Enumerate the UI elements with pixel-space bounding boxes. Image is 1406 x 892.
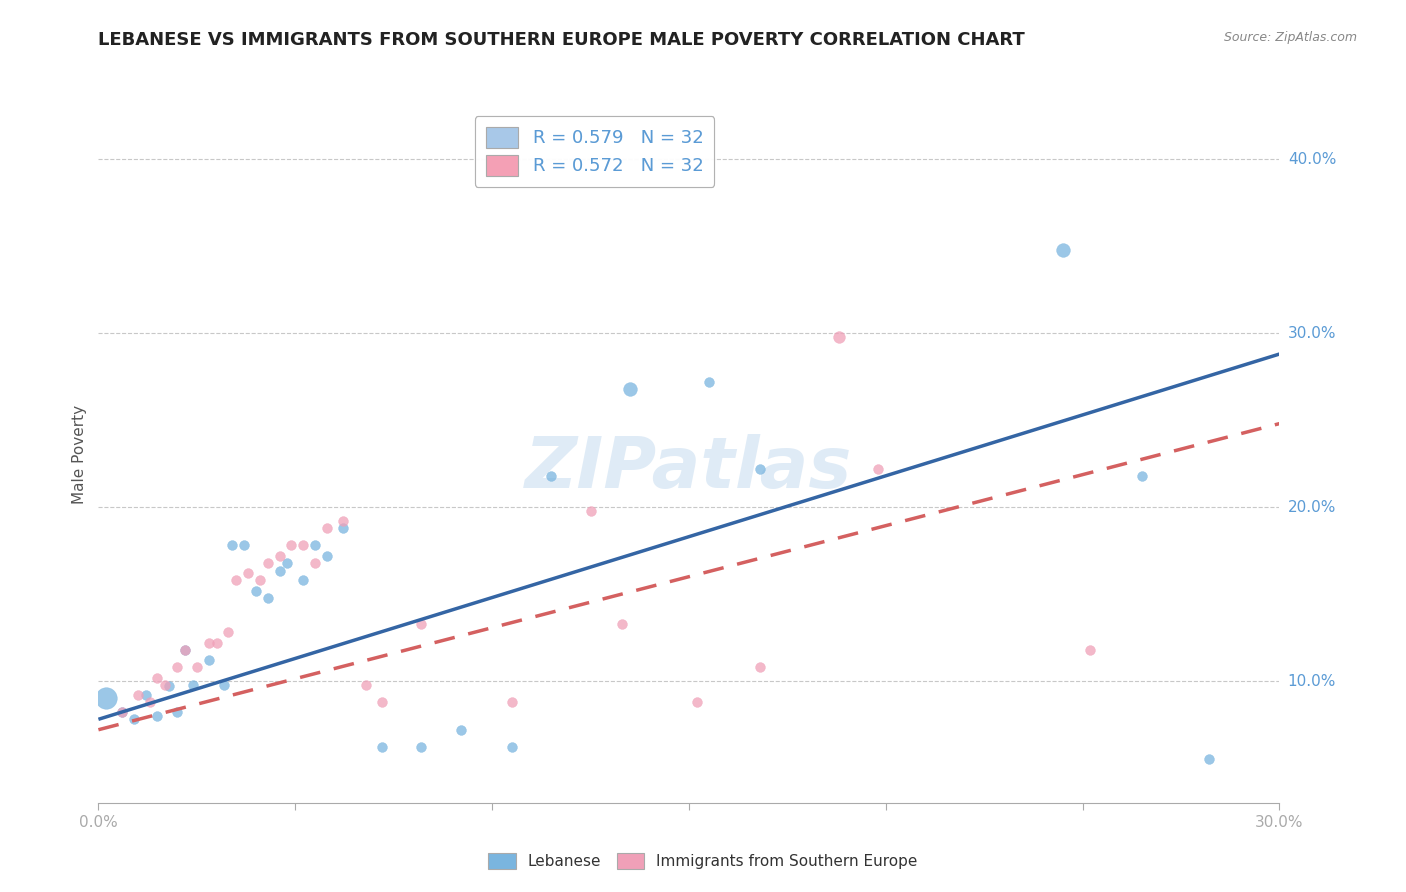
Text: 20.0%: 20.0% (1288, 500, 1336, 515)
Legend: Lebanese, Immigrants from Southern Europe: Lebanese, Immigrants from Southern Europ… (482, 847, 924, 875)
Point (501, 695, 523, 709)
Point (610, 616, 633, 631)
Point (1198, 752, 1220, 766)
Point (127, 688, 149, 702)
Point (146, 708, 169, 723)
Point (155, 677, 177, 691)
Point (540, 468, 562, 483)
Point (157, 679, 180, 693)
Y-axis label: Male Poverty: Male Poverty (72, 405, 87, 505)
Point (315, 521, 337, 535)
Point (315, 549, 337, 563)
Point (304, 556, 326, 570)
Point (411, 616, 433, 631)
Point (197, 636, 219, 650)
Point (249, 573, 271, 587)
Point (135, 688, 157, 702)
Point (111, 706, 134, 720)
Point (371, 740, 394, 755)
Point (225, 573, 247, 587)
Point (1080, 642, 1102, 657)
Point (96, 691, 118, 706)
Point (221, 538, 243, 552)
Point (174, 642, 197, 657)
Point (217, 625, 239, 640)
Point (280, 538, 302, 552)
Point (233, 538, 256, 552)
Point (111, 706, 134, 720)
Point (450, 723, 472, 737)
Point (1130, 468, 1153, 483)
Point (146, 671, 169, 685)
Point (332, 521, 354, 535)
Point (748, 462, 770, 476)
Text: 40.0%: 40.0% (1288, 152, 1336, 167)
Point (236, 566, 259, 581)
Point (371, 695, 394, 709)
Point (138, 695, 160, 709)
Point (181, 677, 204, 691)
Point (866, 462, 889, 476)
Text: LEBANESE VS IMMIGRANTS FROM SOUTHERN EUROPE MALE POVERTY CORRELATION CHART: LEBANESE VS IMMIGRANTS FROM SOUTHERN EUR… (98, 31, 1025, 49)
Point (166, 706, 188, 720)
Text: ZIPatlas: ZIPatlas (526, 434, 852, 503)
Point (186, 660, 208, 674)
Point (1052, 243, 1074, 257)
Point (332, 514, 354, 528)
Text: 10.0%: 10.0% (1288, 673, 1336, 689)
Point (197, 653, 219, 667)
Point (256, 591, 278, 605)
Point (748, 660, 770, 674)
Legend: R = 0.579   N = 32, R = 0.572   N = 32: R = 0.579 N = 32, R = 0.572 N = 32 (475, 116, 714, 186)
Point (256, 556, 278, 570)
Point (619, 382, 641, 396)
Point (304, 538, 326, 552)
Point (697, 375, 720, 389)
Point (827, 329, 849, 343)
Point (269, 549, 291, 563)
Point (174, 642, 197, 657)
Point (214, 677, 236, 691)
Point (292, 538, 315, 552)
Point (292, 573, 315, 587)
Point (166, 660, 188, 674)
Text: 30.0%: 30.0% (1288, 326, 1336, 341)
Point (501, 740, 523, 755)
Text: Source: ZipAtlas.com: Source: ZipAtlas.com (1223, 31, 1357, 45)
Point (245, 583, 267, 598)
Point (205, 636, 228, 650)
Point (686, 695, 709, 709)
Point (276, 556, 298, 570)
Point (411, 740, 433, 755)
Point (354, 677, 377, 691)
Point (269, 565, 291, 579)
Point (122, 712, 145, 726)
Point (579, 503, 602, 517)
